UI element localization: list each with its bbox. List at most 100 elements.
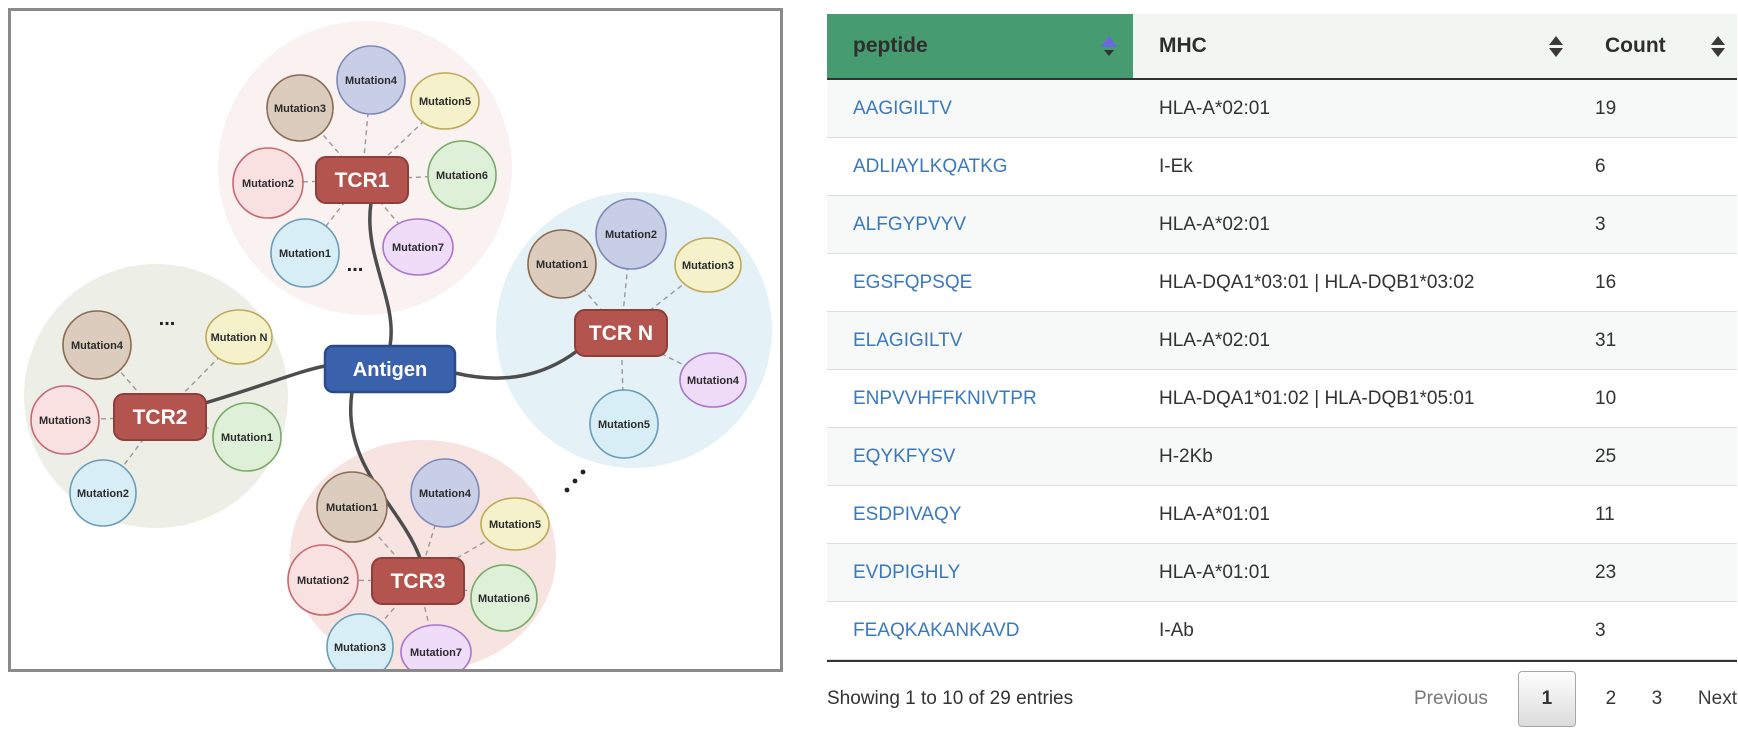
mutation-node-label: Mutation2 [297, 575, 349, 587]
mutation-node-label: Mutation N [211, 332, 268, 344]
table-row: AAGIGILTV HLA-A*02:01 19 [827, 80, 1737, 138]
mutation-node-label: Mutation3 [334, 642, 386, 654]
pagination-controls: Previous 1 2 3 Next [1414, 671, 1737, 727]
previous-page-button[interactable]: Previous [1414, 688, 1488, 709]
sort-both-icon [1549, 35, 1563, 57]
tcrn-node-label: TCR N [589, 322, 653, 345]
mutation-node-label: Mutation2 [77, 488, 129, 500]
page-button-1-active[interactable]: 1 [1517, 671, 1576, 727]
tcr-antigen-figure: Mutation3 Mutation4 Mutation5 Mutation2 … [8, 8, 783, 672]
table-body: AAGIGILTV HLA-A*02:01 19 ADLIAYLKQATKG I… [827, 80, 1737, 662]
count-cell: 23 [1595, 561, 1617, 583]
mutation-node-label: Mutation3 [274, 103, 326, 115]
mutation-node-label: Mutation1 [279, 248, 331, 260]
table-header-row: peptide MHC Count [827, 14, 1737, 80]
mutation-node-label: Mutation1 [536, 259, 588, 271]
peptide-cell: ESDPIVAQY [827, 504, 1133, 526]
tcr2-mutations: Mutation4 Mutation N Mutation3 Mutation1… [30, 308, 282, 527]
antigen-node: Antigen [323, 344, 457, 394]
peptide-cell: EVDPIGHLY [827, 562, 1133, 584]
tcrn-mutations: Mutation1 Mutation2 Mutation3 Mutation4 … [527, 198, 747, 459]
count-cell: 11 [1595, 503, 1615, 525]
peptide-link[interactable]: EQYKFYSV [853, 445, 956, 467]
pagination-bar: Showing 1 to 10 of 29 entries Previous 1… [827, 671, 1737, 727]
mutation-node-label: Mutation3 [39, 415, 91, 427]
peptide-link[interactable]: AAGIGILTV [853, 97, 952, 119]
peptide-link[interactable]: EGSFQPSQE [853, 271, 973, 293]
count-cell: 3 [1595, 619, 1606, 641]
tcr2-node-label: TCR2 [133, 406, 188, 429]
column-header-count-label: Count [1605, 34, 1666, 57]
mutation-node-label: Mutation7 [392, 242, 444, 254]
column-header-mhc[interactable]: MHC [1133, 14, 1585, 78]
mutation-node-label: Mutation5 [489, 519, 541, 531]
column-header-mhc-label: MHC [1159, 34, 1207, 57]
tcr3-node: TCR3 [371, 557, 465, 605]
peptide-cell: AAGIGILTV [827, 98, 1133, 120]
next-page-button[interactable]: Next [1697, 688, 1737, 709]
mhc-cell: HLA-A*02:01 [1159, 329, 1270, 351]
mutation-node-label: Mutation4 [687, 375, 740, 387]
mutation-node-label: Mutation5 [419, 96, 471, 108]
sort-both-icon [1711, 35, 1725, 57]
peptide-cell: ALFGYPVYV [827, 214, 1133, 236]
mhc-cell: I-Ab [1159, 619, 1194, 641]
mhc-cell: I-Ek [1159, 155, 1193, 177]
tcr1-node: TCR1 [315, 156, 409, 204]
table-row: FEAQKAKANKAVD I-Ab 3 [827, 602, 1737, 660]
peptide-cell: ELAGIGILTV [827, 330, 1133, 352]
peptide-table: peptide MHC Count AAGIGILTV HLA-A*02:01 … [827, 14, 1737, 727]
peptide-cell: ENPVVHFFKNIVTPR [827, 388, 1133, 410]
page-button-3[interactable]: 3 [1651, 688, 1663, 709]
table-row: ENPVVHFFKNIVTPR HLA-DQA1*01:02 | HLA-DQB… [827, 370, 1737, 428]
count-cell: 3 [1595, 213, 1606, 235]
antigen-node-label: Antigen [353, 359, 427, 381]
table-row: EVDPIGHLY HLA-A*01:01 23 [827, 544, 1737, 602]
mhc-cell: HLA-A*02:01 [1159, 213, 1270, 235]
count-cell: 16 [1595, 271, 1617, 293]
tcrn-node: TCR N [574, 309, 668, 357]
mhc-cell: HLA-DQA1*01:02 | HLA-DQB1*05:01 [1159, 387, 1475, 409]
tcr2-node: TCR2 [113, 393, 207, 441]
peptide-cell: ADLIAYLKQATKG [827, 156, 1133, 178]
mhc-cell: HLA-A*01:01 [1159, 503, 1270, 525]
sort-ascending-icon [1101, 36, 1117, 56]
tcr1-node-label: TCR1 [335, 169, 390, 192]
page-button-2[interactable]: 2 [1605, 688, 1617, 709]
column-header-peptide-label: peptide [853, 34, 928, 57]
tcr3-node-label: TCR3 [391, 570, 446, 593]
peptide-link[interactable]: ALFGYPVYV [853, 213, 966, 235]
mhc-cell: H-2Kb [1159, 445, 1213, 467]
peptide-link[interactable]: ELAGIGILTV [853, 329, 963, 351]
peptide-cell: EGSFQPSQE [827, 272, 1133, 294]
mutation-node-label: Mutation5 [598, 419, 650, 431]
peptide-link[interactable]: ADLIAYLKQATKG [853, 155, 1008, 177]
table-row: ALFGYPVYV HLA-A*02:01 3 [827, 196, 1737, 254]
mutation-node-label: Mutation1 [221, 432, 273, 444]
tcr-network-diagram: Mutation3 Mutation4 Mutation5 Mutation2 … [24, 21, 772, 669]
mhc-cell: HLA-A*02:01 [1159, 97, 1270, 119]
table-row: ADLIAYLKQATKG I-Ek 6 [827, 138, 1737, 196]
count-cell: 25 [1595, 445, 1617, 467]
table-row: EQYKFYSV H-2Kb 25 [827, 428, 1737, 486]
peptide-link[interactable]: EVDPIGHLY [853, 561, 961, 583]
edge-antigen-tcr1 [368, 201, 393, 348]
edge-antigen-tcr2 [203, 364, 327, 405]
mutation-node-label: Mutation4 [345, 75, 398, 87]
column-header-count[interactable]: Count [1585, 14, 1737, 78]
mhc-cell: HLA-A*01:01 [1159, 561, 1270, 583]
peptide-link[interactable]: FEAQKAKANKAVD [853, 619, 1020, 641]
mutation-node-label: Mutation2 [605, 229, 657, 241]
mutation-node-label: Mutation1 [326, 502, 378, 514]
peptide-link[interactable]: ENPVVHFFKNIVTPR [853, 387, 1037, 409]
peptide-link[interactable]: ESDPIVAQY [853, 503, 962, 525]
column-header-peptide[interactable]: peptide [827, 14, 1133, 78]
tcr1-mutations: Mutation3 Mutation4 Mutation5 Mutation2 … [232, 45, 497, 288]
more-mutations-ellipsis: ... [347, 254, 364, 276]
table-row: ELAGIGILTV HLA-A*02:01 31 [827, 312, 1737, 370]
mutation-node-label: Mutation6 [436, 170, 488, 182]
edge-antigen-tcrn [453, 349, 579, 380]
count-cell: 19 [1595, 97, 1617, 119]
mutation-node-label: Mutation4 [419, 488, 472, 500]
mutation-node-label: Mutation6 [478, 593, 530, 605]
